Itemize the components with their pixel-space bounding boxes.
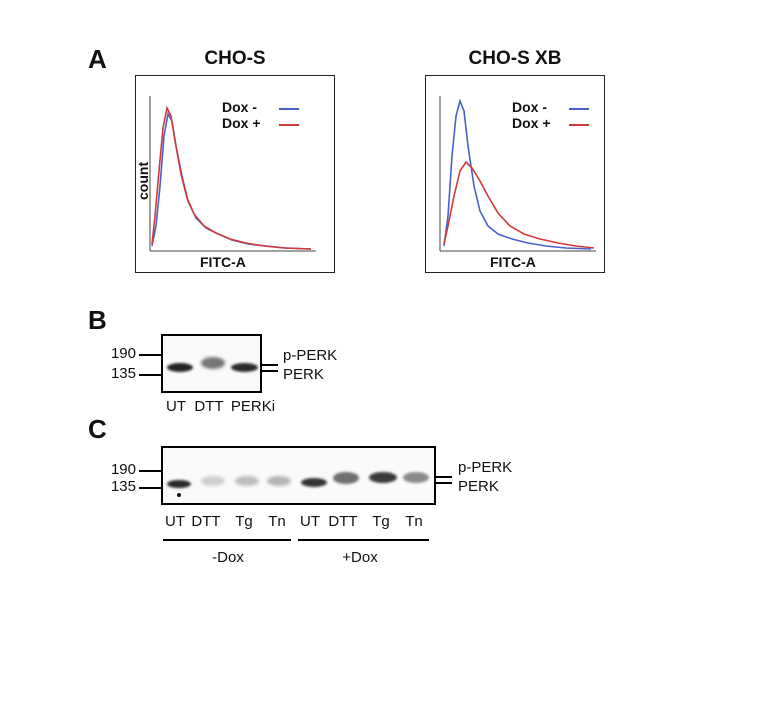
legend-label-dox-minus-1: Dox - <box>222 99 257 115</box>
band-label-perk-b: PERK <box>283 366 324 383</box>
legend-label-dox-plus-1: Dox + <box>222 115 261 131</box>
band-perki-b <box>231 363 258 372</box>
band-c-7 <box>369 472 397 483</box>
legend-swatch-dox-minus-1 <box>279 108 299 110</box>
band-c-4 <box>267 476 291 486</box>
xlabel-2: FITC-A <box>490 254 536 270</box>
lane-label-c-1: UT <box>165 513 185 530</box>
lane-label-c-3: Tg <box>235 513 253 530</box>
band-c-2 <box>201 476 225 486</box>
curve-dox-minus-1 <box>151 111 312 250</box>
lane-label-c-6: DTT <box>328 513 358 530</box>
band-ut-b <box>167 363 193 372</box>
band-label-pperk-c: p-PERK <box>458 459 513 476</box>
histogram-plot-2 <box>439 96 596 252</box>
lane-label-b-2: DTT <box>194 398 224 415</box>
band-label-perk-c: PERK <box>458 478 499 495</box>
xlabel-1: FITC-A <box>200 254 246 270</box>
lane-label-c-5: UT <box>300 513 320 530</box>
legend-swatch-dox-minus-2 <box>569 108 589 110</box>
curve-dox-plus-2 <box>443 160 595 249</box>
histogram-title-2: CHO-S XB <box>468 48 562 69</box>
ylabel-1: count <box>135 161 151 200</box>
band-tick-pperk-c <box>436 476 452 478</box>
band-dtt-b <box>201 357 225 369</box>
legend-label-dox-plus-2: Dox + <box>512 115 551 131</box>
mw-tick-190-b <box>139 354 162 356</box>
band-tick-perk-c <box>436 482 452 484</box>
western-blot-b <box>161 334 262 393</box>
mw-marker-190-b: 190 <box>110 345 136 362</box>
group-bracket-minus-dox <box>163 539 291 541</box>
lane-label-b-1: UT <box>166 398 186 415</box>
histogram-frame-2: Dox - Dox + FITC-A <box>425 75 605 273</box>
lane-label-b-3: PERKi <box>230 398 276 415</box>
legend-swatch-dox-plus-2 <box>569 124 589 126</box>
band-tick-perk-b <box>262 370 278 372</box>
mw-tick-190-c <box>139 470 162 472</box>
band-c-8 <box>403 472 429 483</box>
histogram-plot-1 <box>149 96 316 252</box>
band-tick-pperk-b <box>262 364 278 366</box>
panel-letter-c: C <box>88 414 107 444</box>
panel-letter-a: A <box>88 44 107 74</box>
band-c-1 <box>167 480 191 488</box>
lane-label-c-4: Tn <box>268 513 286 530</box>
western-blot-c <box>161 446 436 505</box>
mw-marker-135-c: 135 <box>110 478 136 495</box>
group-bracket-plus-dox <box>298 539 429 541</box>
legend-label-dox-minus-2: Dox - <box>512 99 547 115</box>
band-c-1-dot <box>177 493 181 497</box>
lane-label-c-7: Tg <box>372 513 390 530</box>
histogram-frame-1: Dox - Dox + FITC-A count <box>135 75 335 273</box>
mw-marker-190-c: 190 <box>110 461 136 478</box>
group-label-minus-dox: -Dox <box>212 549 244 566</box>
band-c-6 <box>333 472 359 484</box>
band-c-3 <box>235 476 259 486</box>
legend-swatch-dox-plus-1 <box>279 124 299 126</box>
panel-letter-b: B <box>88 305 107 335</box>
lane-label-c-8: Tn <box>405 513 423 530</box>
group-label-plus-dox: +Dox <box>342 549 378 566</box>
mw-tick-135-c <box>139 487 162 489</box>
band-c-5 <box>301 478 327 487</box>
band-label-pperk-b: p-PERK <box>283 347 338 364</box>
lane-label-c-2: DTT <box>191 513 221 530</box>
curve-dox-minus-2 <box>443 98 592 250</box>
curve-dox-plus-1 <box>151 105 312 250</box>
mw-marker-135-b: 135 <box>110 365 136 382</box>
histogram-title-1: CHO-S <box>204 48 266 69</box>
mw-tick-135-b <box>139 374 162 376</box>
